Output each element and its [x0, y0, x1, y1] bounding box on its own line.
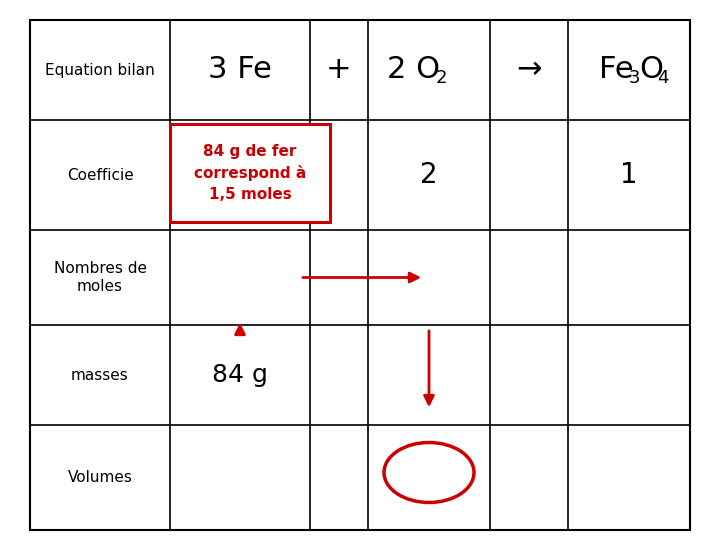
- Text: Fe: Fe: [599, 56, 634, 84]
- Text: 3: 3: [629, 69, 641, 87]
- Text: +: +: [326, 56, 352, 84]
- Ellipse shape: [384, 442, 474, 503]
- Text: 84 g: 84 g: [212, 363, 268, 387]
- Text: Nombres de
moles: Nombres de moles: [53, 261, 146, 294]
- Text: O: O: [639, 56, 663, 84]
- Text: 2: 2: [436, 69, 448, 87]
- Text: Equation bilan: Equation bilan: [45, 63, 155, 78]
- Text: 84 g de fer
correspond à
1,5 moles: 84 g de fer correspond à 1,5 moles: [194, 144, 306, 202]
- Text: 2 O: 2 O: [387, 56, 441, 84]
- Text: 2: 2: [420, 161, 438, 189]
- Text: Coefficie: Coefficie: [67, 167, 133, 183]
- Text: 4: 4: [657, 69, 668, 87]
- Text: 1: 1: [620, 161, 638, 189]
- Text: Volumes: Volumes: [68, 470, 132, 485]
- Text: masses: masses: [71, 368, 129, 382]
- Text: 3: 3: [231, 161, 249, 189]
- Bar: [170, 124, 330, 222]
- Text: →: →: [516, 56, 541, 84]
- Text: 3 Fe: 3 Fe: [208, 56, 272, 84]
